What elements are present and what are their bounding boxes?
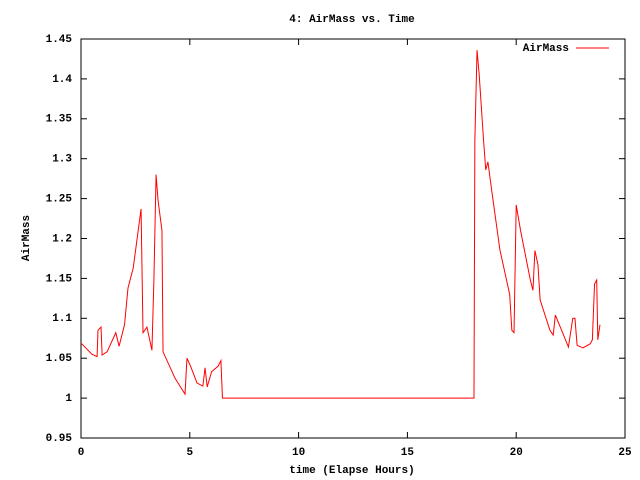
x-tick-label: 0 [78, 447, 85, 459]
x-tick-label: 15 [401, 447, 415, 459]
y-tick-label: 1.15 [46, 273, 73, 285]
x-tick-label: 10 [292, 447, 305, 459]
y-tick-label: 1.35 [46, 114, 73, 126]
y-tick-label: 1.45 [46, 34, 73, 46]
chart-title: 4: AirMass vs. Time [289, 14, 415, 26]
x-tick-label: 20 [510, 447, 523, 459]
y-tick-label: 1.05 [46, 353, 73, 365]
y-tick-label: 0.95 [46, 433, 73, 445]
y-tick-label: 1.4 [52, 74, 72, 86]
y-tick-label: 1.25 [46, 194, 73, 206]
x-tick-label: 5 [186, 447, 193, 459]
y-tick-label: 1.3 [52, 154, 72, 166]
y-tick-label: 1.2 [52, 233, 72, 245]
legend-label: AirMass [523, 43, 569, 55]
data-line [80, 50, 601, 399]
x-tick-label: 25 [618, 447, 632, 459]
x-axis-label: time (Elapse Hours) [289, 465, 414, 477]
y-tick-label: 1.1 [52, 313, 72, 325]
y-tick-label: 1 [65, 393, 72, 405]
y-axis-label: AirMass [21, 215, 33, 261]
